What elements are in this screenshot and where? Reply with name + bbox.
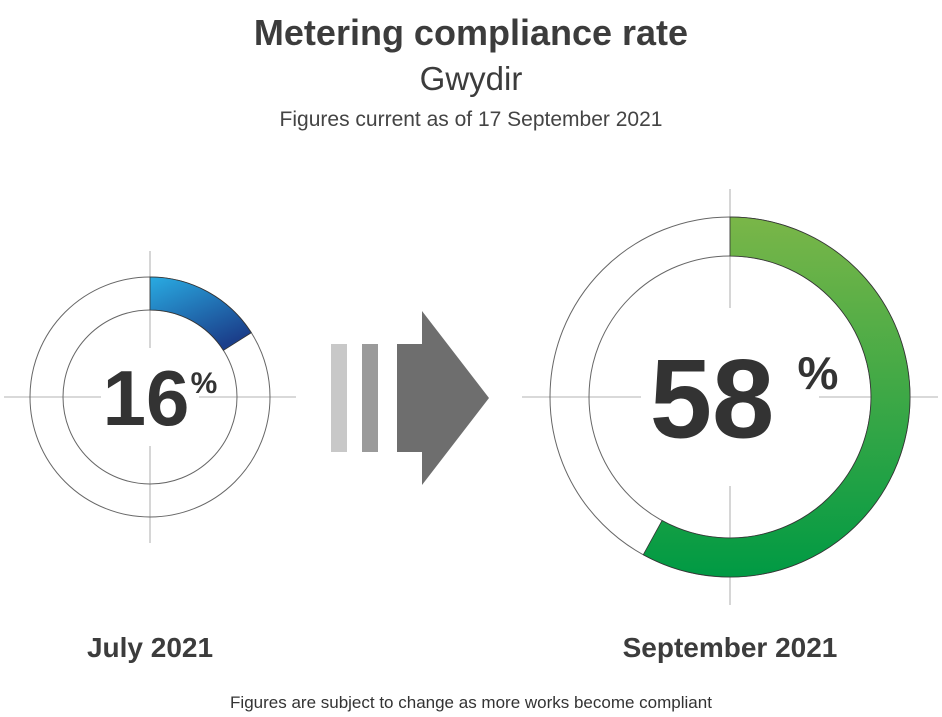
arrow-icon bbox=[331, 311, 489, 485]
period-label-september: September 2021 bbox=[622, 632, 838, 663]
footnote: Figures are subject to change as more wo… bbox=[230, 693, 712, 712]
ring-face bbox=[63, 310, 237, 484]
donut-july: 16% bbox=[4, 251, 296, 543]
as-of-date: Figures current as of 17 September 2021 bbox=[279, 108, 663, 131]
donut-value-label: 58 bbox=[650, 336, 775, 461]
donut-september: 58% bbox=[522, 189, 938, 605]
donut-value-label: 16 bbox=[103, 354, 190, 442]
period-label-july: July 2021 bbox=[86, 632, 214, 663]
ring-face bbox=[589, 256, 871, 538]
value-arc-0 bbox=[149, 276, 252, 351]
chart-title: Metering compliance rate bbox=[253, 12, 689, 53]
donut-unit-label: % bbox=[798, 347, 839, 399]
value-arc-1 bbox=[642, 216, 911, 578]
donut-unit-label: % bbox=[191, 367, 218, 400]
chart-subtitle: Gwydir bbox=[419, 60, 523, 97]
